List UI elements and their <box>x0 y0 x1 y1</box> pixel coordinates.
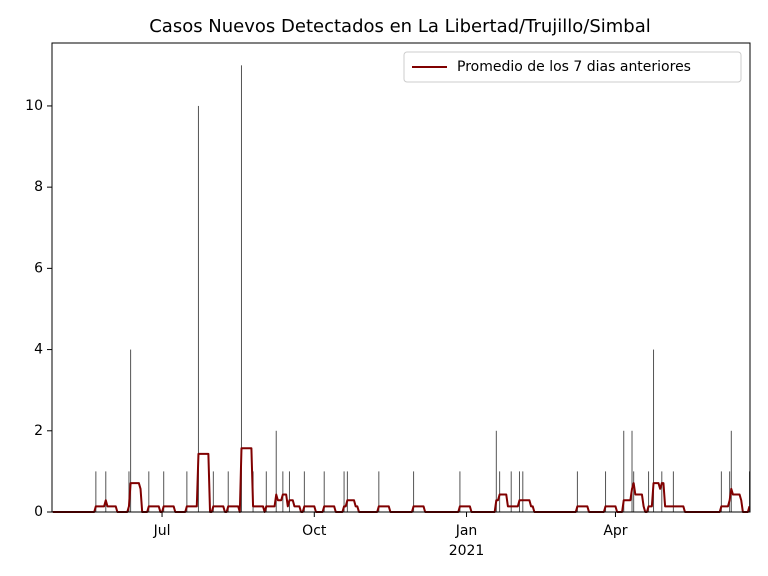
bar <box>240 65 242 512</box>
bar <box>288 471 290 512</box>
x-tick-label: Jan <box>455 523 478 539</box>
bar <box>661 471 663 512</box>
bar <box>499 471 501 512</box>
bar <box>128 471 130 512</box>
plot-frame <box>51 42 751 513</box>
bar <box>148 471 150 512</box>
bar <box>729 471 731 512</box>
bar <box>95 471 97 512</box>
bar <box>720 471 722 512</box>
bar <box>212 471 214 512</box>
bar <box>653 349 655 512</box>
bar <box>522 471 524 512</box>
bar <box>323 471 325 512</box>
y-tick-label: 4 <box>34 342 43 358</box>
bar <box>105 471 107 512</box>
x-tick-label: Oct <box>302 523 327 539</box>
bar <box>227 471 229 512</box>
bar <box>623 430 625 512</box>
bar <box>518 471 520 512</box>
y-tick-label: 10 <box>25 98 43 114</box>
bar <box>186 471 188 512</box>
bar <box>730 430 732 512</box>
bar <box>275 430 277 512</box>
chart-title: Casos Nuevos Detectados en La Libertad/T… <box>149 16 651 37</box>
bar <box>605 471 607 512</box>
bar <box>510 471 512 512</box>
bar <box>265 471 267 512</box>
bar <box>197 105 199 512</box>
bar <box>303 471 305 512</box>
y-tick-label: 0 <box>34 504 43 520</box>
bar <box>413 471 415 512</box>
bar <box>130 349 132 512</box>
x-year-label: 2021 <box>449 543 485 559</box>
legend-label: Promedio de los 7 dias anteriores <box>457 59 691 75</box>
bar <box>459 471 461 512</box>
x-tick-label: Apr <box>603 523 627 539</box>
bar <box>163 471 165 512</box>
bar <box>343 471 345 512</box>
x-tick-label: Jul <box>153 523 171 539</box>
bar <box>672 471 674 512</box>
y-tick-label: 6 <box>34 260 43 276</box>
bar <box>576 471 578 512</box>
bar <box>495 430 497 512</box>
bar <box>378 471 380 512</box>
bar <box>282 471 284 512</box>
bar <box>633 471 635 512</box>
bar <box>346 471 348 512</box>
bar <box>631 430 633 512</box>
legend-box <box>403 51 742 83</box>
bar <box>648 471 650 512</box>
y-tick-label: 2 <box>34 423 43 439</box>
y-tick-label: 8 <box>34 179 43 195</box>
